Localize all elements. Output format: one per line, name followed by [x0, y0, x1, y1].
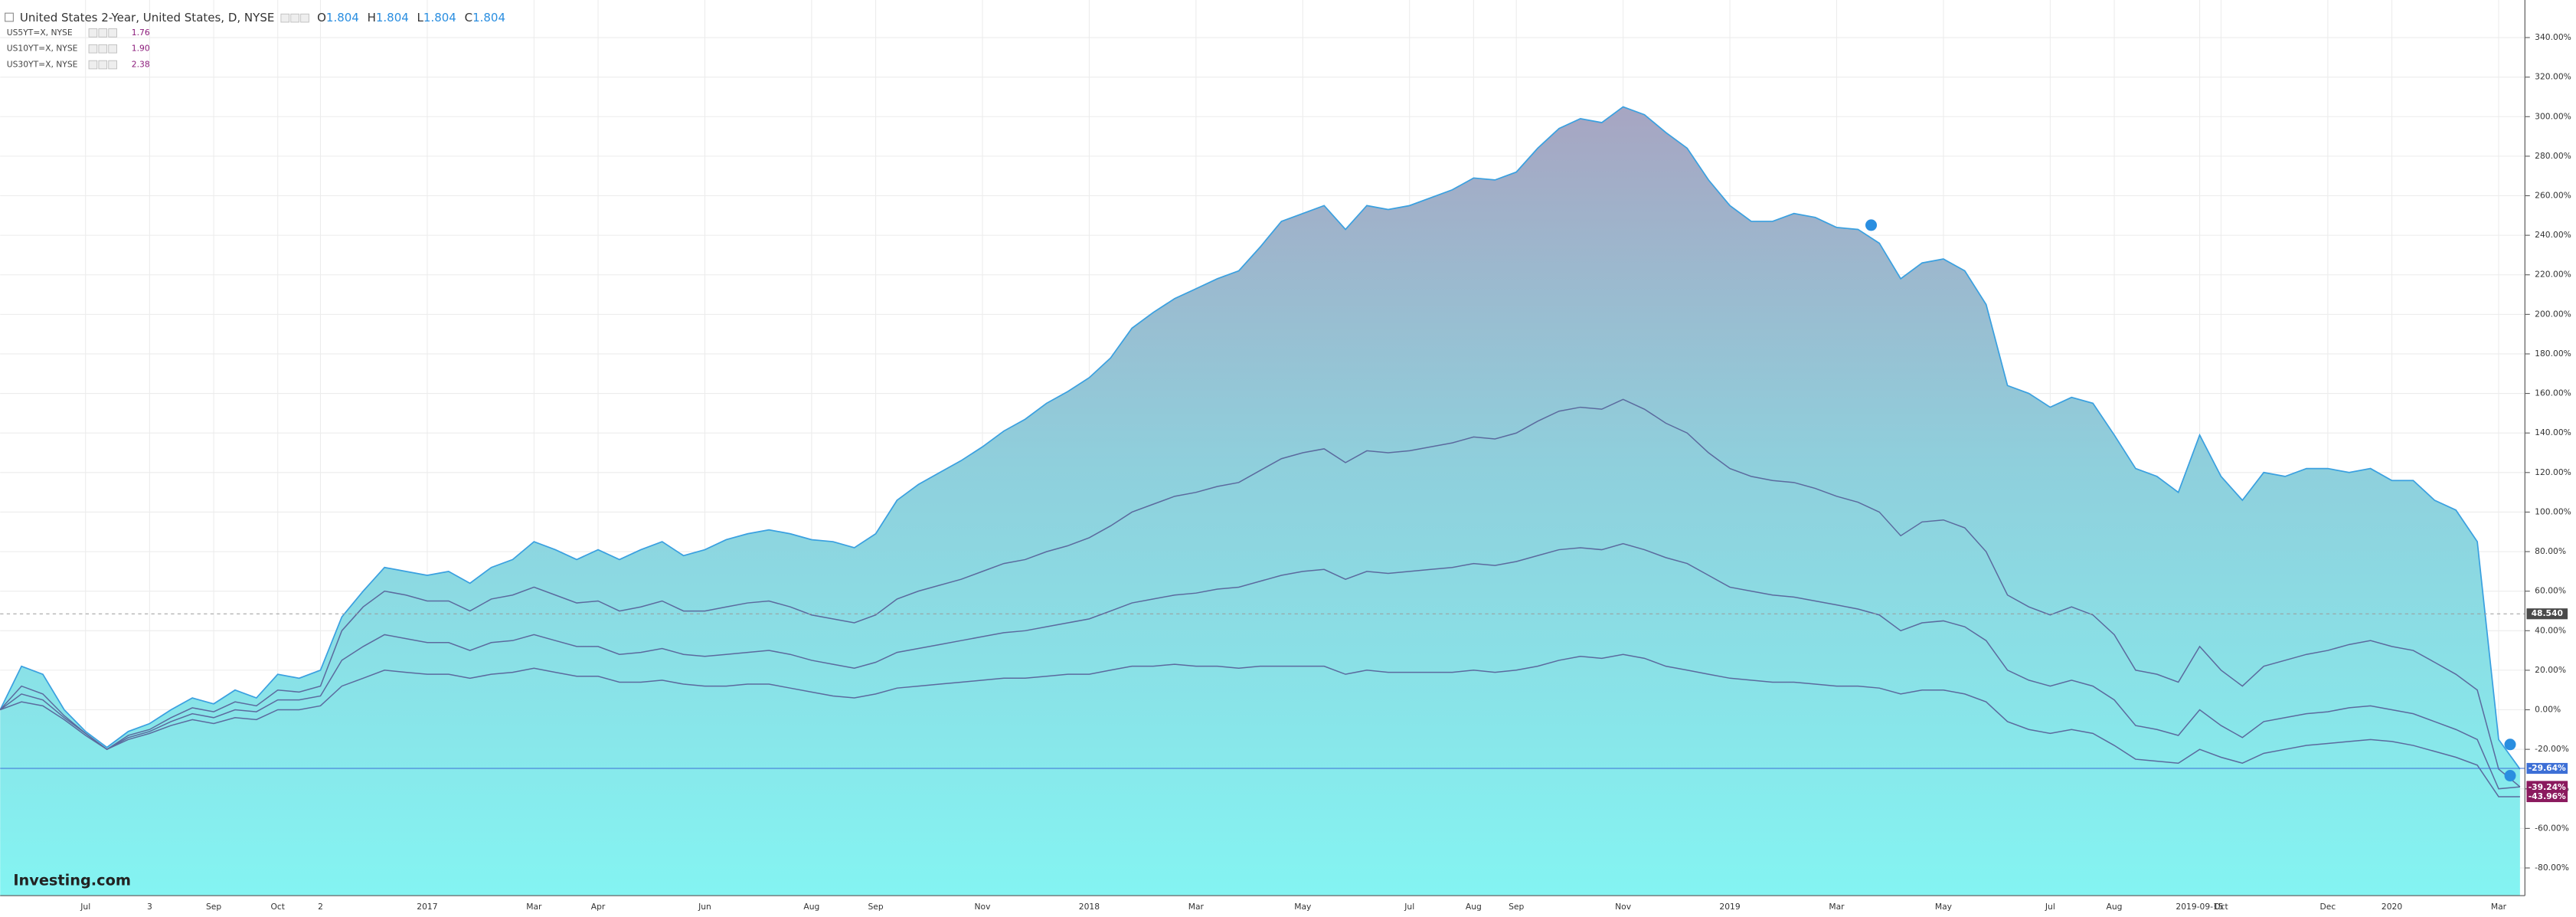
x-tick-label: Mar — [1188, 902, 1205, 912]
x-tick-label: Mar — [1829, 902, 1845, 912]
plot-area — [0, 106, 2525, 896]
x-tick-label: May — [1935, 902, 1953, 912]
y-tick-label: 340.00% — [2535, 32, 2571, 42]
x-tick-label: 3 — [147, 902, 152, 912]
x-tick-label: Jul — [80, 902, 90, 912]
price-label: 48.540 — [2532, 608, 2563, 618]
price-label: -39.24% — [2529, 782, 2566, 792]
legend-entry: US5YT=X, NYSE — [7, 28, 73, 38]
legend-icon[interactable] — [108, 44, 117, 54]
x-tick-label: Oct — [2214, 902, 2228, 912]
event-marker[interactable] — [1865, 219, 1878, 231]
x-tick-label: Mar — [2491, 902, 2507, 912]
x-tick-label: Sep — [1509, 902, 1524, 912]
price-label: -29.64% — [2529, 763, 2566, 773]
y-tick-label: 240.00% — [2535, 230, 2571, 240]
legend-icon[interactable] — [290, 13, 299, 23]
legend-value: 2.38 — [132, 60, 150, 70]
y-tick-label: 100.00% — [2535, 506, 2571, 516]
x-tick-label: Nov — [1615, 902, 1632, 912]
y-tick-label: 40.00% — [2535, 625, 2566, 635]
x-tick-label: 2019-09-15 — [2176, 902, 2223, 912]
legend-icon[interactable] — [280, 13, 290, 23]
event-marker[interactable] — [2504, 739, 2516, 751]
y-tick-label: 120.00% — [2535, 467, 2571, 477]
y-tick-label: 160.00% — [2535, 388, 2571, 398]
ohlc-key: H — [368, 11, 376, 25]
x-tick-label: 2 — [318, 902, 323, 912]
x-tick-label: Jul — [1404, 902, 1414, 912]
ohlc-value: 1.804 — [376, 11, 409, 25]
y-tick-label: 140.00% — [2535, 427, 2571, 437]
x-tick-label: Oct — [270, 902, 285, 912]
area-fill — [0, 106, 2520, 896]
x-tick-label: Dec — [2320, 902, 2336, 912]
y-tick-label: 20.00% — [2535, 665, 2566, 675]
price-label-box — [2526, 608, 2568, 620]
x-tick-label: 2017 — [417, 902, 437, 912]
legend-icon[interactable] — [88, 28, 98, 38]
x-tick-label: 2019 — [1719, 902, 1740, 912]
y-tick-label: -80.00% — [2535, 863, 2569, 873]
legend-icon[interactable] — [300, 13, 309, 23]
ohlc-value: 1.804 — [472, 11, 505, 25]
x-tick-label: Nov — [975, 902, 992, 912]
legend-icon[interactable] — [108, 28, 117, 38]
x-tick-label: Aug — [803, 902, 819, 912]
price-label-box — [2526, 762, 2568, 775]
series-line — [0, 653, 2520, 797]
ohlc-value: 1.804 — [326, 11, 359, 25]
x-tick-label: Aug — [2107, 902, 2123, 912]
y-tick-label: 300.00% — [2535, 111, 2571, 121]
y-tick-label: 200.00% — [2535, 309, 2571, 319]
y-tick-label: -20.00% — [2535, 744, 2569, 754]
ohlc-key: O — [317, 11, 326, 25]
legend-entry: US30YT=X, NYSE — [7, 60, 78, 70]
legend-icon[interactable] — [88, 44, 98, 54]
y-tick-label: 0.00% — [2535, 705, 2561, 715]
y-tick-label: -60.00% — [2535, 823, 2569, 833]
legend-entry: US10YT=X, NYSE — [7, 44, 78, 54]
area-line — [0, 106, 2521, 770]
x-tick-label: Sep — [868, 902, 883, 912]
legend-icon[interactable] — [88, 60, 98, 70]
legend: United States 2-Year, United States, D, … — [5, 11, 505, 70]
x-tick-label: Mar — [526, 902, 542, 912]
legend-icon[interactable] — [98, 60, 108, 70]
ohlc-value: 1.804 — [423, 11, 456, 25]
legend-value: 1.90 — [132, 44, 150, 54]
x-tick-label: Aug — [1466, 902, 1482, 912]
y-tick-label: 220.00% — [2535, 270, 2571, 280]
y-tick-label: 60.00% — [2535, 586, 2566, 596]
y-tick-label: 320.00% — [2535, 72, 2571, 82]
y-tick-label: 180.00% — [2535, 349, 2571, 359]
legend-icon[interactable] — [108, 60, 117, 70]
y-tick-label: 80.00% — [2535, 546, 2566, 556]
y-tick-label: 280.00% — [2535, 151, 2571, 161]
legend-value: 1.76 — [132, 28, 150, 38]
price-label-box — [2526, 791, 2568, 803]
x-tick-label: Sep — [206, 902, 221, 912]
legend-icon[interactable] — [98, 28, 108, 38]
ohlc-key: C — [465, 11, 472, 25]
x-tick-label: 2018 — [1079, 902, 1100, 912]
legend-icon[interactable] — [98, 44, 108, 54]
price-label: -43.96% — [2529, 791, 2566, 801]
ohlc-key: L — [417, 11, 424, 25]
series-line — [0, 542, 2520, 790]
x-tick-label: Jun — [698, 902, 711, 912]
series-line — [0, 398, 2521, 788]
legend-title: United States 2-Year, United States, D, … — [20, 11, 274, 25]
x-tick-label: Jul — [2045, 902, 2055, 912]
event-marker[interactable] — [2504, 770, 2516, 782]
x-tick-label: Apr — [591, 902, 606, 912]
x-tick-label: 2020 — [2381, 902, 2402, 912]
y-tick-label: 260.00% — [2535, 191, 2571, 201]
collapse-button[interactable] — [5, 12, 14, 22]
watermark: Investing.com — [13, 871, 131, 889]
price-label-box — [2526, 781, 2568, 793]
x-tick-label: May — [1294, 902, 1312, 912]
